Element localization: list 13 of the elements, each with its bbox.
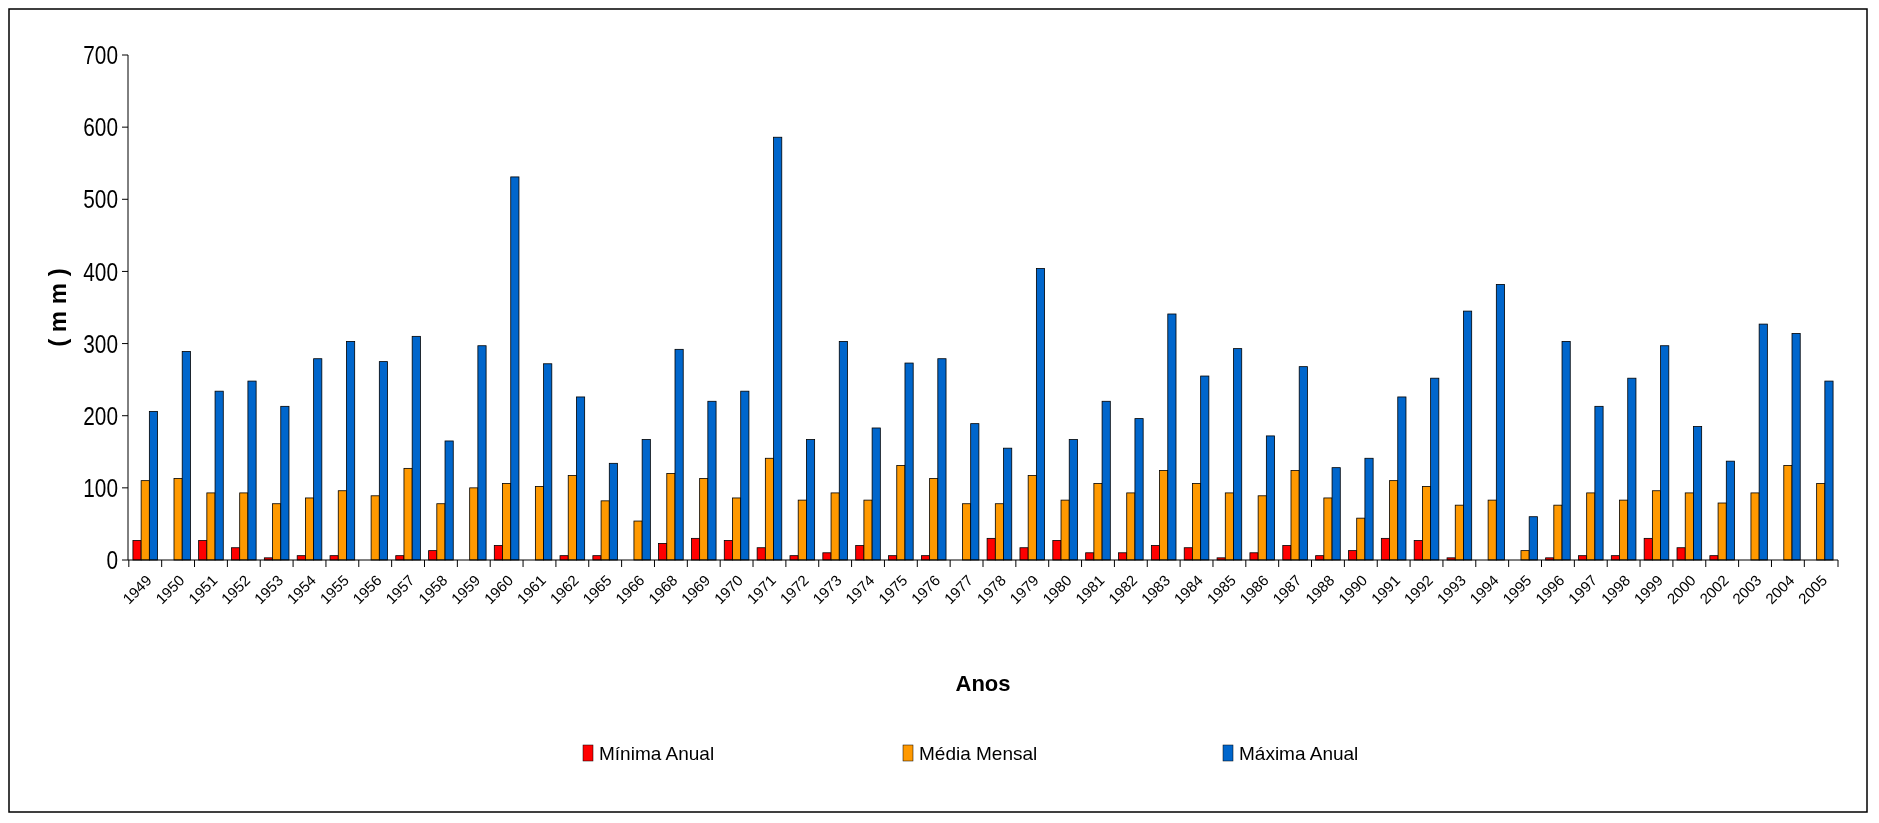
y-tick-label: 300 [83,329,118,359]
x-axis-title: Anos [955,671,1011,696]
legend-label: Mínima Anual [599,742,715,764]
legend-label: Máxima Anual [1239,742,1359,764]
y-tick-label: 500 [83,185,118,214]
y-tick-label: 700 [83,40,118,70]
y-axis-title: ( m m ) [44,268,71,347]
y-tick-label: 100 [83,473,118,503]
legend-label: Média Mensal [919,742,1038,764]
y-tick-label: 0 [106,545,118,575]
y-tick-label: 200 [83,401,118,431]
y-tick-label: 600 [83,113,118,142]
y-tick-label: 400 [83,257,118,287]
